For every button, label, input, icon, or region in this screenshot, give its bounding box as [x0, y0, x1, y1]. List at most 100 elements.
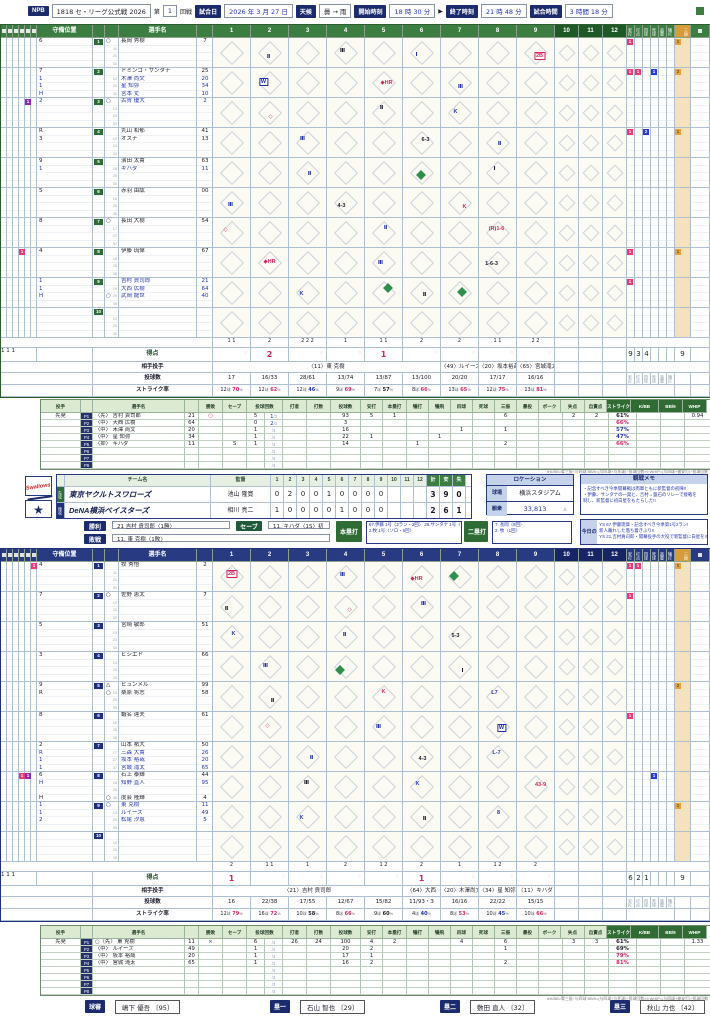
pitcher-sf: [429, 960, 451, 967]
pitcher-kbb: [637, 953, 661, 960]
pitcher-bb: [451, 413, 473, 420]
pitcher-wl: [199, 974, 223, 981]
weather-value: 曇 → 雨: [318, 4, 352, 18]
pitch-count-cell: 17/17: [479, 373, 517, 385]
memo-line: ・伊藤、サンタナの一発と、吉村→盤石のリレーで接戦を: [583, 491, 697, 497]
position-value: 2: [39, 817, 43, 823]
stat-cell: [651, 128, 659, 158]
line-number: 39: [112, 301, 117, 306]
inning-cell: K: [289, 802, 327, 832]
inning-cell: [251, 742, 289, 772]
pitcher-kbb: [637, 441, 661, 448]
uniform-cell: 66: [197, 652, 213, 682]
pitcher-bf: [283, 427, 307, 434]
inning-cell: [479, 278, 517, 308]
mini-square: [31, 29, 36, 33]
inning-cell: [441, 128, 479, 158]
uniform-number: 20: [201, 75, 209, 82]
score-mark: Ⅲ: [339, 47, 346, 54]
line-number: 21: [112, 578, 117, 582]
uniform-cell: 61: [197, 712, 213, 742]
pitcher-r: 2: [563, 413, 585, 420]
digit-cell: 2 2 2: [289, 338, 327, 348]
name-cell: [119, 308, 197, 338]
pitcher-r: [563, 420, 585, 427]
stat-footer-label: 盗塁: [659, 373, 667, 385]
pitcher-np: 93: [331, 413, 361, 420]
inning-col-header: 8: [362, 475, 375, 486]
inning-cell: [579, 772, 603, 802]
stat-cell: [659, 622, 667, 652]
diamond-icon: [447, 160, 472, 185]
position-value: 8: [39, 712, 43, 718]
pitcher-tag: [41, 420, 81, 427]
score-row: 1 1 1 得点 ○ 2 ○ ○ 1 ○ ○ ○ ○ 9 3 4 9: [1, 348, 710, 362]
opp-pitcher-name: 〈49〉ルイーズ: [441, 362, 479, 373]
line-score-cell: [401, 503, 414, 518]
position-value: R: [39, 689, 43, 696]
position-cell: 5: [37, 188, 93, 218]
pitcher-hr: [383, 981, 407, 988]
pitcher-sr: 66%: [609, 420, 637, 427]
stat-cell: [667, 682, 675, 712]
name-cell: 長岡 秀樹: [119, 38, 197, 68]
pitcher-col-header: セーブ: [223, 926, 247, 939]
opp-pitcher-name: 〈64〉大西: [403, 886, 441, 897]
strike-rate-cell: [555, 385, 579, 397]
diamond-icon: [295, 744, 320, 769]
line-number: 14: [112, 136, 117, 141]
name-cell: 牧 秀悟: [119, 562, 197, 592]
pitcher-ip: 5: [247, 413, 265, 420]
position-value: 1: [39, 165, 43, 172]
stat-cell: [651, 308, 659, 338]
pitcher-kbb: [637, 981, 661, 988]
stat-cell: [659, 128, 667, 158]
pitcher-ab: [307, 434, 331, 441]
line-score-cell: 0: [349, 487, 362, 502]
pitch-count-cell: 17/55: [289, 897, 327, 909]
diamond-icon: [257, 594, 282, 619]
inning-cell: [555, 38, 579, 68]
line-score-cell: [401, 487, 414, 502]
stat-cell: 1: [651, 772, 659, 802]
inning-cell: [579, 832, 603, 862]
position-value: 4: [39, 562, 43, 568]
diamond-icon: [333, 40, 358, 65]
pitcher-col-header: [185, 400, 199, 413]
inning-cell: [327, 98, 365, 128]
order-cell: 3: [93, 622, 105, 652]
inning-cell: [327, 218, 365, 248]
pitcher-pchip: P2: [81, 946, 93, 953]
inning-cell: L7: [479, 682, 517, 712]
pitcher-col-header: 安打: [361, 400, 383, 413]
corner-mark: [696, 7, 704, 15]
diamond-icon: [558, 194, 575, 211]
diamond-icon: [523, 100, 548, 125]
line-score-cell: 0: [362, 503, 375, 518]
uniform-number: 11: [201, 802, 209, 808]
inning-cell: Ⅲ: [327, 562, 365, 592]
inning-cell: [555, 772, 579, 802]
diamond-icon: [447, 774, 472, 799]
tally-cell: [13, 278, 19, 308]
pitcher-np: 20: [331, 946, 361, 953]
score-mark: Ⅱ: [383, 224, 388, 231]
line-number: 29: [112, 818, 117, 822]
player-name: 桑原 将志: [121, 689, 145, 696]
pitcher-name: [93, 981, 185, 988]
line-number: 37: [112, 241, 117, 246]
tally-cell: [13, 562, 19, 592]
spacer: [627, 362, 710, 373]
pitcher-ab: [307, 981, 331, 988]
inning-cell: [517, 308, 555, 338]
inning-cell: [289, 38, 327, 68]
stat-cell: [643, 218, 651, 248]
pitcher-hbp: [473, 967, 495, 974]
pitcher-wl: [199, 448, 223, 455]
inning-cell: [251, 832, 289, 862]
diamond-icon: [485, 220, 510, 245]
spacer: [675, 909, 691, 921]
pitcher-h: [361, 441, 383, 448]
pitcher-er: [585, 974, 609, 981]
score-row: 1 1 1 得点 1 ○ ○ ○ ○ 1 ○ ○ ○ 6 2 1 9: [1, 872, 710, 886]
